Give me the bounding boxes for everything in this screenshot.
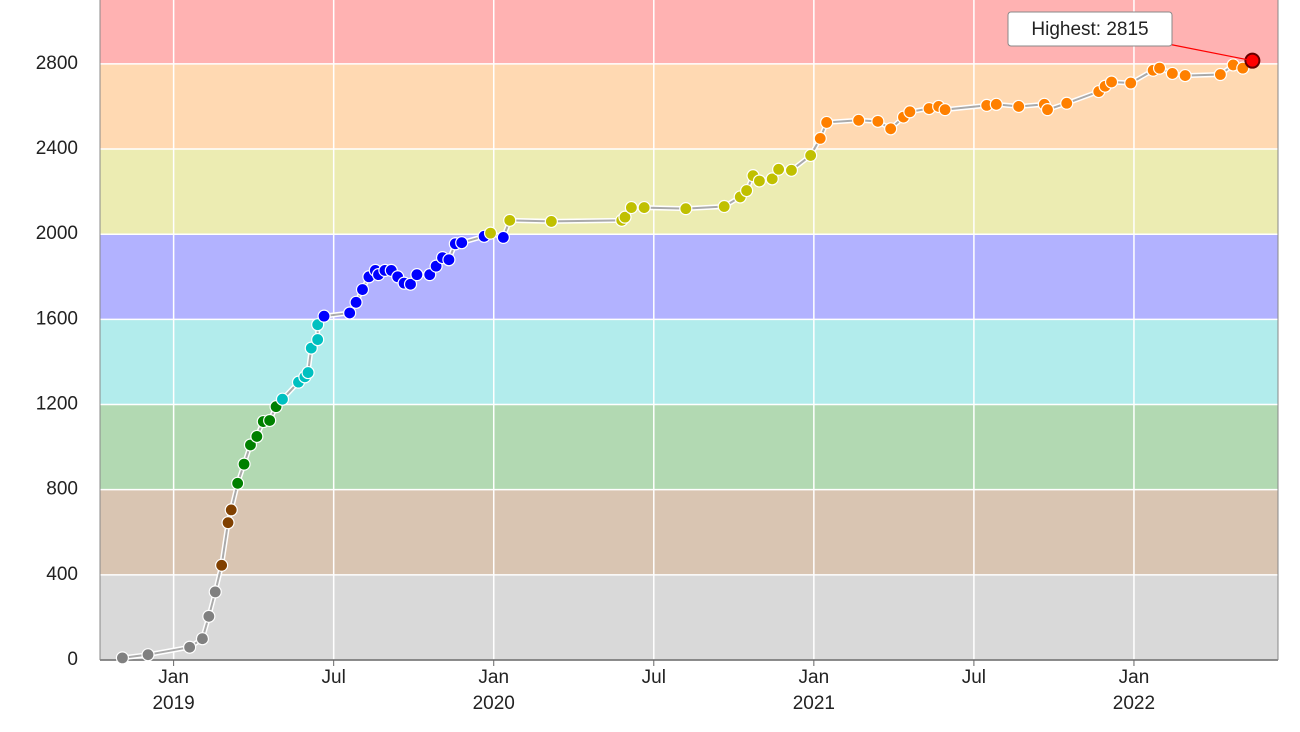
annotation-leader: [1167, 43, 1253, 62]
annotation-box: [1007, 11, 1173, 47]
rating-point: [403, 277, 418, 291]
y-tick-label: 1600: [36, 308, 78, 329]
x-tick-label: Jul: [962, 667, 986, 688]
rating-point: [311, 332, 325, 347]
x-tick-label: Jan 2020: [473, 667, 515, 714]
rating-point: [141, 648, 155, 662]
bands: [100, 0, 1278, 660]
rating-point: [871, 114, 885, 128]
rating-point: [237, 457, 251, 471]
x-tick-label: Jan 2022: [1113, 667, 1155, 714]
rating-point: [820, 115, 834, 130]
rating-point: [679, 202, 693, 216]
marks: [115, 52, 1261, 665]
rating-point: [1178, 68, 1192, 83]
rating-band: [100, 489, 1278, 575]
rating-point: [1165, 66, 1179, 81]
rating-point: [752, 174, 767, 188]
rating-point: [317, 309, 331, 323]
rating-point: [250, 429, 264, 444]
rating-band: [100, 234, 1278, 320]
rating-point: [202, 609, 216, 623]
rating-point: [1124, 76, 1138, 90]
rating-point: [1040, 103, 1055, 117]
rating-point: [740, 183, 754, 198]
labels: 0 400 800 1200 1600 2000 2400 2800 Jan 2019 Jul Jan…: [36, 11, 1253, 714]
y-tick-label: 2400: [36, 138, 78, 159]
y-tick-label: 1200: [36, 394, 78, 415]
rating-point: [1060, 96, 1074, 110]
rating-point: [1152, 61, 1167, 75]
x-tick-label: Jul: [642, 667, 666, 688]
rating-point: [804, 148, 818, 163]
rating-band: [100, 319, 1278, 405]
rating-point: [1213, 67, 1227, 82]
y-tick-label: 2800: [36, 53, 78, 74]
rating-point: [275, 392, 290, 406]
grid: [99, 0, 1279, 666]
rating-point: [442, 253, 456, 267]
y-tick-label: 2000: [36, 223, 78, 244]
rating-band: [100, 63, 1278, 150]
rating-band: [100, 404, 1278, 490]
rating-point: [938, 103, 952, 117]
y-tick-label: 800: [46, 479, 78, 500]
rating-point: [624, 200, 638, 215]
rating-point: [355, 282, 370, 297]
rating-point: [813, 131, 827, 145]
rating-point: [301, 365, 315, 380]
rating-point: [455, 236, 469, 250]
rating-point: [989, 97, 1003, 111]
rating-point: [903, 105, 917, 119]
rating-point: [115, 651, 130, 665]
rating-point: [263, 413, 277, 428]
rating-point: [410, 268, 424, 282]
rating-point: [784, 163, 799, 177]
rating-point: [884, 122, 898, 136]
x-tick-label: Jan 2019: [152, 667, 194, 714]
rating-point: [772, 162, 786, 176]
rating-point: [618, 210, 632, 224]
rating-point: [195, 632, 210, 646]
rating-point: [224, 503, 238, 517]
rating-point: [637, 200, 651, 215]
rating-band: [100, 149, 1278, 235]
annotation-text: Highest: 2815: [1031, 19, 1148, 40]
rating-point: [717, 199, 731, 214]
rating-point: [1104, 75, 1119, 89]
rating-point: [231, 476, 245, 490]
rating-point: [215, 558, 229, 572]
rating-point: [1012, 99, 1026, 114]
rating-point: [343, 306, 357, 320]
rating-point: [483, 226, 498, 240]
x-tick-label: Jan 2021: [793, 667, 835, 714]
rating-point: [183, 640, 197, 654]
y-tick-label: 400: [46, 564, 78, 585]
rating-point: [503, 213, 517, 227]
rating-point: [544, 214, 558, 229]
rating-point: [208, 585, 222, 599]
rating-point: [765, 172, 779, 186]
rating-point: [221, 516, 235, 530]
rating-band: [100, 574, 1278, 660]
rating-point: [496, 230, 510, 244]
x-tick-label: Jul: [322, 667, 346, 688]
rating-point: [852, 113, 866, 127]
rating-point: [349, 295, 363, 309]
y-tick-label: 0: [67, 649, 78, 670]
